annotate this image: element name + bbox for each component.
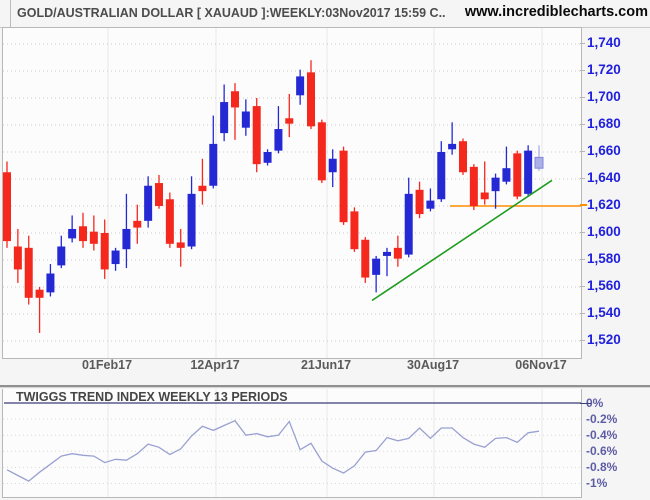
candle[interactable] (437, 141, 446, 202)
uptrend-line[interactable] (371, 179, 553, 302)
candle[interactable] (382, 247, 391, 277)
site-watermark: www.incrediblecharts.com (464, 4, 648, 20)
candle[interactable] (122, 193, 131, 269)
candle[interactable] (404, 177, 413, 258)
price-axis-label: 1,540 (587, 305, 621, 320)
candle[interactable] (111, 247, 120, 271)
candle[interactable] (35, 287, 44, 333)
price-axis-label: 1,580 (587, 251, 621, 266)
indicator-axis-label: -0.8% (586, 459, 618, 474)
candle[interactable] (448, 122, 457, 155)
candle[interactable] (491, 173, 500, 209)
indicator-axis-label: -1% (586, 476, 608, 490)
zero-line-tick (580, 403, 591, 404)
indicator-axis-label: -0.4% (586, 427, 618, 442)
candle[interactable] (372, 255, 381, 293)
price-chart-panel[interactable] (2, 27, 582, 359)
price-axis-label: 1,520 (587, 332, 621, 347)
date-axis-label: 21Jun17 (300, 358, 352, 372)
candle[interactable] (317, 119, 326, 184)
price-axis-label: 1,640 (587, 170, 621, 185)
candle[interactable] (165, 192, 174, 248)
candle[interactable] (13, 228, 22, 283)
indicator-line[interactable] (6, 419, 540, 482)
candle[interactable] (209, 115, 218, 189)
candle[interactable] (469, 164, 478, 211)
candle[interactable] (230, 83, 239, 140)
candle[interactable] (46, 264, 55, 297)
candle[interactable] (100, 219, 109, 279)
candle[interactable] (198, 158, 207, 205)
candle[interactable] (241, 99, 250, 136)
candle[interactable] (24, 235, 33, 305)
price-axis-label: 1,680 (587, 116, 621, 131)
price-axis-label: 1,600 (587, 224, 621, 239)
candle[interactable] (68, 215, 77, 243)
candle[interactable] (415, 181, 424, 219)
panel-separator (0, 385, 650, 387)
candle[interactable] (513, 150, 522, 200)
panel-separator-highlight (0, 387, 650, 388)
price-axis-label: 1,560 (587, 278, 621, 293)
date-axis-label: 30Aug17 (406, 358, 460, 372)
title-bar: GOLD/AUSTRALIAN DOLLAR [ XAUAUD ]:WEEKLY… (0, 0, 650, 27)
chart-title: GOLD/AUSTRALIAN DOLLAR [ XAUAUD ]:WEEKLY… (17, 6, 446, 20)
date-axis-label: 01Feb17 (81, 358, 133, 372)
candle[interactable] (339, 146, 348, 225)
candle[interactable] (458, 138, 467, 175)
candle[interactable] (3, 161, 11, 248)
candle[interactable] (361, 237, 370, 283)
candle[interactable] (328, 149, 337, 188)
date-axis: 01Feb17 12Apr17 21Jun17 30Aug17 06Nov17 (0, 358, 650, 378)
price-axis-label: 1,740 (587, 35, 621, 50)
price-axis-label: 1,720 (587, 62, 621, 77)
candle[interactable] (133, 204, 142, 244)
candle[interactable] (426, 188, 435, 212)
candle[interactable] (144, 176, 153, 228)
candle[interactable] (480, 161, 489, 205)
candle[interactable] (220, 84, 229, 142)
date-axis-label: 06Nov17 (515, 358, 567, 372)
indicator-canvas[interactable] (3, 389, 581, 497)
price-axis-label: 1,660 (587, 143, 621, 158)
candle[interactable] (534, 145, 544, 171)
candle[interactable] (285, 93, 294, 138)
title-bar-divider (10, 0, 11, 27)
price-chart-canvas[interactable] (3, 28, 581, 358)
candle[interactable] (57, 235, 66, 269)
indicator-axis-label: -0.2% (586, 411, 618, 426)
candle[interactable] (296, 69, 305, 105)
price-axis-label: 1,700 (587, 89, 621, 104)
candle[interactable] (524, 145, 533, 197)
candle[interactable] (274, 106, 283, 154)
candle[interactable] (263, 149, 272, 166)
indicator-axis-label: -0.6% (586, 443, 618, 458)
indicator-title: TWIGGS TREND INDEX WEEKLY 13 PERIODS (16, 390, 288, 404)
indicator-panel[interactable] (2, 389, 582, 498)
candle[interactable] (89, 215, 98, 251)
candle[interactable] (252, 98, 261, 173)
candle[interactable] (306, 60, 315, 130)
candle[interactable] (176, 228, 185, 267)
date-axis-label: 12Apr17 (190, 358, 240, 372)
price-axis-label: 1,620 (587, 197, 621, 212)
candle[interactable] (502, 146, 511, 185)
candle[interactable] (393, 235, 402, 267)
candle[interactable] (187, 176, 196, 250)
candle[interactable] (154, 174, 163, 209)
candle[interactable] (78, 212, 87, 248)
candle[interactable] (350, 207, 359, 252)
